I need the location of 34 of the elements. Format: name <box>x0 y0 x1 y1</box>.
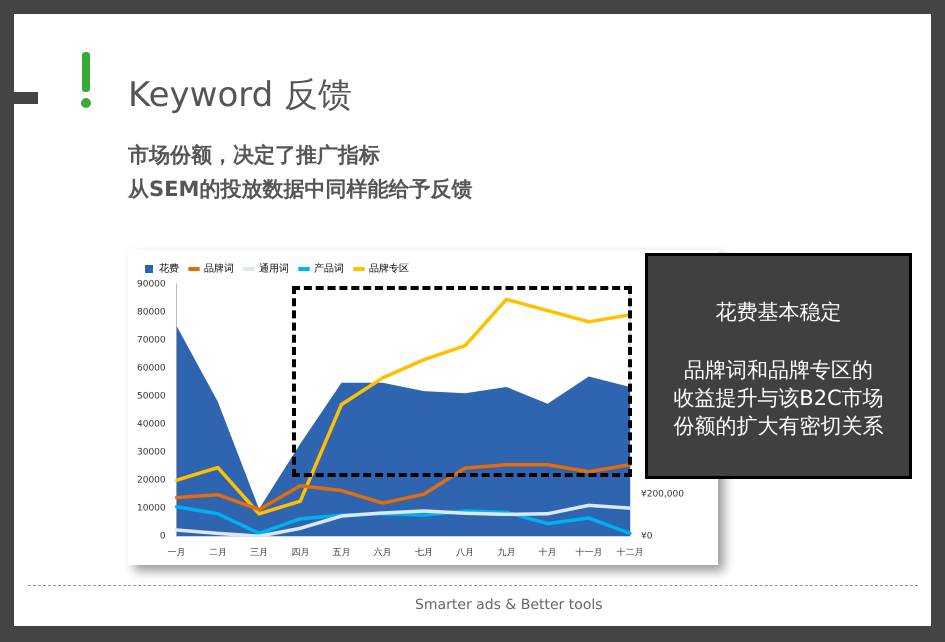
x-tick-label: 五月 <box>332 548 350 558</box>
y-tick-label: 0 <box>160 532 166 542</box>
x-tick-label: 十一月 <box>575 546 602 558</box>
callout-box: 花费基本稳定 品牌词和品牌专区的 收益提升与该B2C市场 份额的扩大有密切关系 <box>645 253 912 479</box>
x-tick-label: 十月 <box>538 546 557 558</box>
x-tick-label: 六月 <box>374 546 392 558</box>
y-tick-label: 30000 <box>136 447 166 458</box>
y2-tick-label: ¥0 <box>641 532 653 542</box>
y-tick-label: 40000 <box>136 419 166 430</box>
chart-subtitle: 市场份额，决定了推广指标 <box>128 142 380 169</box>
x-tick-label: 一月 <box>168 548 186 558</box>
y2-tick-label: ¥200,000 <box>641 490 684 500</box>
y-tick-label: 70000 <box>136 335 166 346</box>
y-tick-label: 60000 <box>136 363 166 374</box>
text: 从SEM的投放数据中同样能给予反馈 <box>128 176 472 203</box>
legend-label: 通用词 <box>259 262 289 275</box>
y-tick-label: 90000 <box>136 279 166 290</box>
x-tick-label: 九月 <box>497 546 516 558</box>
y-tick-label: 10000 <box>136 504 166 514</box>
x-tick-label: 三月 <box>250 548 268 558</box>
legend-label: 品牌专区 <box>369 262 409 275</box>
x-tick-label: 七月 <box>414 546 433 558</box>
x-tick-label: 八月 <box>456 546 474 558</box>
y-tick-label: 20000 <box>136 476 166 486</box>
legend-label: 产品词 <box>314 262 344 275</box>
x-tick-label: 十二月 <box>616 546 644 558</box>
legend-label: 花费 <box>159 262 179 275</box>
text: Smarter ads & Better tools <box>415 597 603 613</box>
y-tick-label: 50000 <box>136 391 166 402</box>
x-tick-label: 二月 <box>208 548 227 558</box>
y-tick-label: 80000 <box>136 307 166 318</box>
x-tick-label: 四月 <box>291 548 310 558</box>
legend-label: 品牌词 <box>204 262 234 275</box>
chart-title: Keyword 反馈 <box>128 74 352 117</box>
